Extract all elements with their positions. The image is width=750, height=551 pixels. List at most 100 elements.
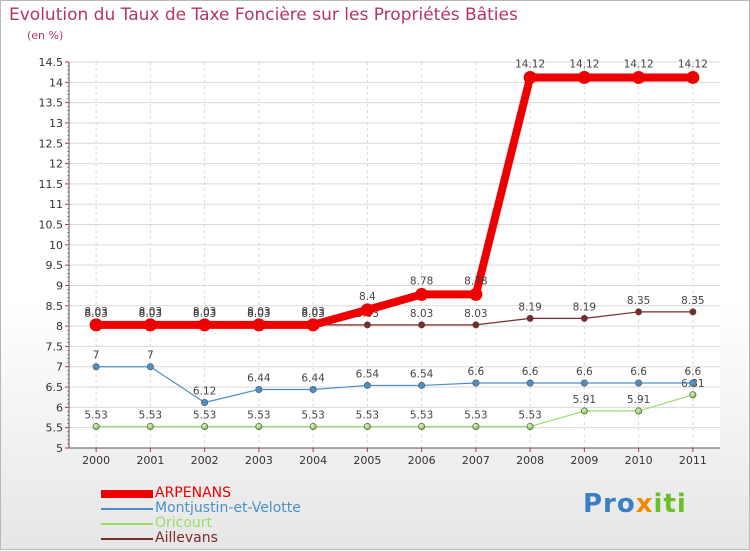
data-point-arpenans bbox=[306, 318, 320, 332]
data-point-oricourt bbox=[526, 422, 534, 430]
chart-title: Evolution du Taux de Taxe Foncière sur l… bbox=[9, 5, 518, 25]
data-label-arpenans: 8.03 bbox=[247, 306, 270, 318]
series-line-arpenans bbox=[96, 73, 693, 329]
y-tick-label: 11.5 bbox=[39, 178, 64, 191]
data-point-arpenans bbox=[577, 70, 591, 84]
data-point-arpenans bbox=[469, 287, 483, 301]
data-label-aillevans: 8.35 bbox=[681, 295, 704, 307]
y-axis-unit: (en %) bbox=[27, 29, 64, 42]
data-point-aillevans bbox=[526, 314, 534, 322]
data-point-aillevans bbox=[363, 321, 371, 329]
legend-swatch bbox=[101, 489, 153, 498]
data-point-arpenans bbox=[252, 318, 266, 332]
data-label-aillevans: 8.03 bbox=[410, 308, 433, 320]
data-label-montjustin-et-velotte: 6.6 bbox=[468, 366, 485, 378]
x-tick-label: 2010 bbox=[625, 454, 653, 467]
y-tick-label: 8.5 bbox=[46, 300, 64, 313]
data-label-aillevans: 8.03 bbox=[139, 308, 162, 320]
legend-item-oricourt: Oricourt bbox=[101, 516, 301, 531]
y-tick-label: 5 bbox=[56, 442, 63, 455]
data-label-oricourt: 5.53 bbox=[301, 409, 324, 421]
data-point-oricourt bbox=[472, 422, 480, 430]
legend-item-arpenans: ARPENANS bbox=[101, 486, 301, 501]
legend-label: Aillevans bbox=[155, 530, 218, 546]
data-label-oricourt: 5.53 bbox=[518, 409, 541, 421]
y-tick-label: 14 bbox=[49, 76, 63, 89]
data-point-montjustin-et-velotte bbox=[146, 363, 154, 371]
data-label-montjustin-et-velotte: 6.54 bbox=[356, 368, 380, 380]
data-label-oricourt: 5.53 bbox=[356, 409, 379, 421]
legend-item-montjustin-et-velotte: Montjustin-et-Velotte bbox=[101, 501, 301, 516]
data-point-aillevans bbox=[689, 308, 697, 316]
legend-swatch bbox=[101, 537, 153, 540]
y-tick-label: 12 bbox=[49, 158, 63, 171]
y-tick-label: 9 bbox=[56, 279, 63, 292]
x-tick-label: 2003 bbox=[245, 454, 273, 467]
legend-label: Oricourt bbox=[155, 515, 213, 531]
y-tick-label: 12.5 bbox=[39, 137, 64, 150]
proxiti-logo: Proxiti bbox=[583, 489, 687, 519]
data-label-arpenans: 8.78 bbox=[464, 275, 487, 287]
data-label-arpenans: 8.03 bbox=[193, 306, 216, 318]
y-tick-label: 13 bbox=[49, 117, 63, 130]
y-tick-label: 5.5 bbox=[46, 422, 64, 435]
data-label-aillevans: 8.19 bbox=[518, 301, 541, 313]
data-point-oricourt bbox=[635, 407, 643, 415]
data-label-montjustin-et-velotte: 6.44 bbox=[247, 372, 271, 384]
data-point-arpenans bbox=[89, 318, 103, 332]
y-tick-label: 7 bbox=[56, 361, 63, 374]
x-tick-label: 2000 bbox=[82, 454, 110, 467]
data-label-aillevans: 8.03 bbox=[84, 308, 107, 320]
data-label-montjustin-et-velotte: 6.54 bbox=[410, 368, 434, 380]
y-tick-label: 13.5 bbox=[39, 97, 64, 110]
data-point-aillevans bbox=[472, 321, 480, 329]
data-label-arpenans: 8.03 bbox=[301, 306, 324, 318]
data-label-montjustin-et-velotte: 7 bbox=[147, 350, 154, 362]
data-label-aillevans: 8.03 bbox=[193, 308, 216, 320]
legend-swatch bbox=[101, 522, 153, 525]
data-label-arpenans: 14.12 bbox=[515, 58, 545, 70]
data-point-aillevans bbox=[580, 314, 588, 322]
data-label-arpenans: 8.78 bbox=[410, 275, 433, 287]
x-tick-label: 2004 bbox=[299, 454, 327, 467]
data-point-oricourt bbox=[201, 422, 209, 430]
data-point-arpenans bbox=[686, 70, 700, 84]
y-tick-label: 6 bbox=[56, 401, 63, 414]
data-label-aillevans: 8.19 bbox=[573, 301, 596, 313]
data-label-oricourt: 5.53 bbox=[139, 409, 162, 421]
data-point-montjustin-et-velotte bbox=[92, 363, 100, 371]
data-label-oricourt: 5.53 bbox=[410, 409, 433, 421]
y-tick-label: 6.5 bbox=[46, 381, 64, 394]
data-label-oricourt: 5.53 bbox=[464, 409, 487, 421]
data-label-montjustin-et-velotte: 6.6 bbox=[685, 366, 702, 378]
data-label-arpenans: 8.4 bbox=[359, 291, 376, 303]
data-point-oricourt bbox=[146, 422, 154, 430]
data-point-montjustin-et-velotte bbox=[580, 379, 588, 387]
data-label-arpenans: 14.12 bbox=[569, 58, 599, 70]
data-label-montjustin-et-velotte: 6.6 bbox=[576, 366, 593, 378]
y-tick-label: 11 bbox=[49, 198, 63, 211]
x-tick-label: 2001 bbox=[136, 454, 164, 467]
y-tick-label: 8 bbox=[56, 320, 63, 333]
data-label-montjustin-et-velotte: 6.12 bbox=[193, 385, 216, 397]
data-point-montjustin-et-velotte bbox=[255, 385, 263, 393]
y-tick-label: 7.5 bbox=[46, 340, 64, 353]
data-label-oricourt: 5.53 bbox=[247, 409, 270, 421]
data-point-montjustin-et-velotte bbox=[472, 379, 480, 387]
data-label-arpenans: 8.03 bbox=[84, 306, 107, 318]
data-label-arpenans: 8.03 bbox=[139, 306, 162, 318]
data-point-montjustin-et-velotte bbox=[309, 385, 317, 393]
data-label-oricourt: 5.53 bbox=[193, 409, 216, 421]
legend-swatch bbox=[101, 507, 153, 510]
legend: ARPENANS Montjustin-et-Velotte Oricourt Ail… bbox=[101, 486, 301, 546]
data-point-oricourt bbox=[418, 422, 426, 430]
data-point-aillevans bbox=[635, 308, 643, 316]
data-label-aillevans: 8.35 bbox=[627, 295, 650, 307]
series-line-montjustin-et-velotte bbox=[96, 366, 693, 404]
data-label-arpenans: 14.12 bbox=[624, 58, 654, 70]
series-line-oricourt bbox=[96, 394, 694, 428]
data-label-aillevans: 8.03 bbox=[464, 308, 487, 320]
data-point-arpenans bbox=[360, 303, 374, 317]
x-tick-label: 2011 bbox=[679, 454, 707, 467]
